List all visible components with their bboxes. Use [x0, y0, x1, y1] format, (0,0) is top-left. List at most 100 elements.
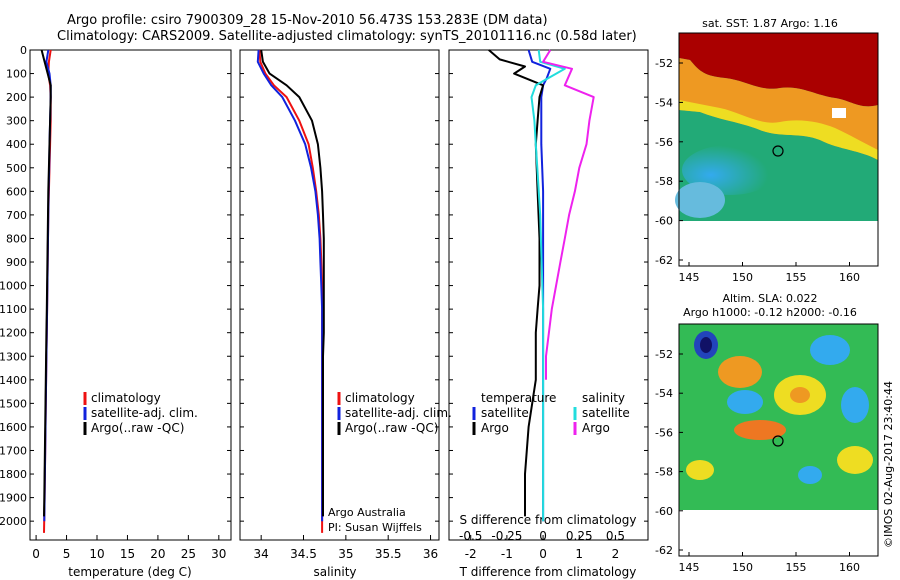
- salinity-annotation-institution: Argo Australia: [328, 506, 406, 519]
- legend-label-t-satellite: satellite: [481, 406, 529, 420]
- t-difference-x-tick-label: -1: [501, 547, 513, 561]
- map-x-tick-label: 145: [679, 561, 700, 574]
- salinity-legend: climatology satellite-adj. clim. Argo(..…: [337, 391, 452, 435]
- difference-legend: temperature satellite Argo salinity sate…: [472, 391, 630, 435]
- sst-no-data: [679, 221, 878, 266]
- legend-label-s-satellite: satellite: [582, 406, 630, 420]
- s-difference-x-tick-label: -0.25: [491, 529, 522, 543]
- t-difference-x-tick-label: 1: [575, 547, 583, 561]
- depth-tick-label: 700: [6, 209, 27, 222]
- depth-tick-label: 300: [6, 115, 27, 128]
- salinity-annotation-pi: PI: Susan Wijffels: [328, 521, 422, 534]
- sla-eddy: [798, 466, 822, 484]
- sst-cold-patch: [675, 182, 725, 218]
- sst-map-title: sat. SST: 1.87 Argo: 1.16: [702, 17, 838, 30]
- map-x-tick-label: 145: [679, 271, 700, 284]
- series-line-temperature-argo: [488, 49, 545, 517]
- sla-map-title-line2: Argo h1000: -0.12 h2000: -0.16: [683, 306, 857, 319]
- legend-label-argo: Argo(..raw -QC): [345, 421, 438, 435]
- sla-no-data: [679, 510, 878, 556]
- s-difference-x-tick-label: 0: [539, 529, 547, 543]
- t-difference-x-tick-label: 0: [539, 547, 547, 561]
- salinity-x-axis: 34 34.5 35 35.5 36: [254, 535, 438, 561]
- depth-tick-label: 1500: [0, 397, 27, 410]
- depth-tick-label: 1100: [0, 303, 27, 316]
- s-difference-x-tick-label: -0.5: [459, 529, 482, 543]
- temperature-x-tick-label: 20: [150, 547, 165, 561]
- temperature-legend: climatology satellite-adj. clim. Argo(..…: [83, 391, 198, 435]
- salinity-x-tick-label: 35.5: [375, 547, 402, 561]
- legend-label-climatology: climatology: [345, 391, 415, 405]
- sla-map-title-line1: Altim. SLA: 0.022: [722, 292, 817, 305]
- sst-yellow-band: [679, 100, 878, 160]
- depth-axis: 0 100 200 300 400 500 600 700 800 900 1000 1100 1200…: [0, 44, 648, 528]
- map-y-tick-label: -56: [655, 426, 673, 439]
- map-y-tick-label: -58: [655, 466, 673, 479]
- figure-title-line1: Argo profile: csiro 7900309_28 15-Nov-20…: [67, 13, 548, 28]
- legend-label-satellite: satellite-adj. clim.: [345, 406, 452, 420]
- temperature-x-tick-label: 15: [120, 547, 135, 561]
- depth-tick-label: 1200: [0, 327, 27, 340]
- sla-map-frame: [678, 323, 879, 557]
- sst-warm-region: [679, 33, 878, 107]
- depth-tick-label: 1000: [0, 280, 27, 293]
- credit-text: ©IMOS 02-Aug-2017 23:40:44: [882, 381, 895, 548]
- depth-tick-label: 400: [6, 138, 27, 151]
- salinity-x-tick-label: 36: [423, 547, 438, 561]
- difference-plot-frame: [448, 49, 649, 541]
- sla-eddy: [734, 420, 786, 440]
- depth-tick-label: 500: [6, 162, 27, 175]
- legend-heading-temperature: temperature: [481, 391, 556, 405]
- t-difference-x-tick-label: -2: [465, 547, 477, 561]
- depth-tick-label: 1700: [0, 444, 27, 457]
- temperature-series: [40, 49, 52, 533]
- depth-tick-label: 100: [6, 68, 27, 81]
- salinity-plot-frame: [239, 49, 440, 541]
- sla-eddy: [686, 460, 714, 480]
- depth-tick-label: 1900: [0, 492, 27, 505]
- map-x-tick-label: 155: [786, 561, 807, 574]
- sla-eddy: [810, 335, 850, 365]
- series-line-argo: [40, 49, 52, 517]
- temperature-x-tick-label: 30: [211, 547, 226, 561]
- salinity-x-tick-label: 34: [254, 547, 269, 561]
- map-y-tick-label: -62: [655, 254, 673, 267]
- map-y-tick-label: -56: [655, 136, 673, 149]
- sla-argo-location-marker: [772, 435, 784, 447]
- sst-x-axis: 145 150 155 160: [679, 262, 860, 284]
- depth-tick-label: 1800: [0, 468, 27, 481]
- map-x-tick-label: 150: [732, 271, 753, 284]
- temperature-x-tick-label: 25: [181, 547, 196, 561]
- map-y-tick-label: -62: [655, 544, 673, 557]
- sla-eddy-core: [790, 387, 810, 403]
- s-difference-x-axis: -0.5 -0.25 0 0.25 0.5: [459, 529, 625, 543]
- sst-float-marker: [832, 108, 846, 118]
- temperature-x-tick-label: 5: [63, 547, 71, 561]
- salinity-x-tick-label: 34.5: [290, 547, 317, 561]
- series-line-salinity-argo: [542, 49, 595, 380]
- depth-tick-label: 1600: [0, 421, 27, 434]
- map-x-tick-label: 155: [786, 271, 807, 284]
- temperature-plot-frame: [29, 49, 232, 541]
- figure-title-line2: Climatology: CARS2009. Satellite-adjuste…: [57, 29, 637, 44]
- sla-map: [678, 323, 879, 557]
- depth-tick-label: 200: [6, 91, 27, 104]
- temperature-x-tick-label: 10: [89, 547, 104, 561]
- series-line-argo: [260, 49, 325, 517]
- sst-map: [675, 32, 879, 267]
- depth-tick-label: 600: [6, 185, 27, 198]
- map-y-tick-label: -54: [655, 387, 673, 400]
- map-x-tick-label: 150: [732, 561, 753, 574]
- map-y-tick-label: -52: [655, 348, 673, 361]
- sst-y-axis: -52 -54 -56 -58 -60 -62: [655, 57, 683, 267]
- legend-label-satellite: satellite-adj. clim.: [91, 406, 198, 420]
- temperature-x-axis: 0 5 10 15 20 25 30: [32, 535, 226, 561]
- map-y-tick-label: -54: [655, 96, 673, 109]
- t-difference-x-tick-label: 2: [612, 547, 620, 561]
- depth-tick-label: 0: [20, 44, 27, 57]
- t-difference-x-axis: -2 -1 0 1 2: [465, 535, 620, 561]
- legend-label-t-argo: Argo: [481, 421, 509, 435]
- depth-tick-label: 900: [6, 256, 27, 269]
- difference-series: [488, 49, 595, 522]
